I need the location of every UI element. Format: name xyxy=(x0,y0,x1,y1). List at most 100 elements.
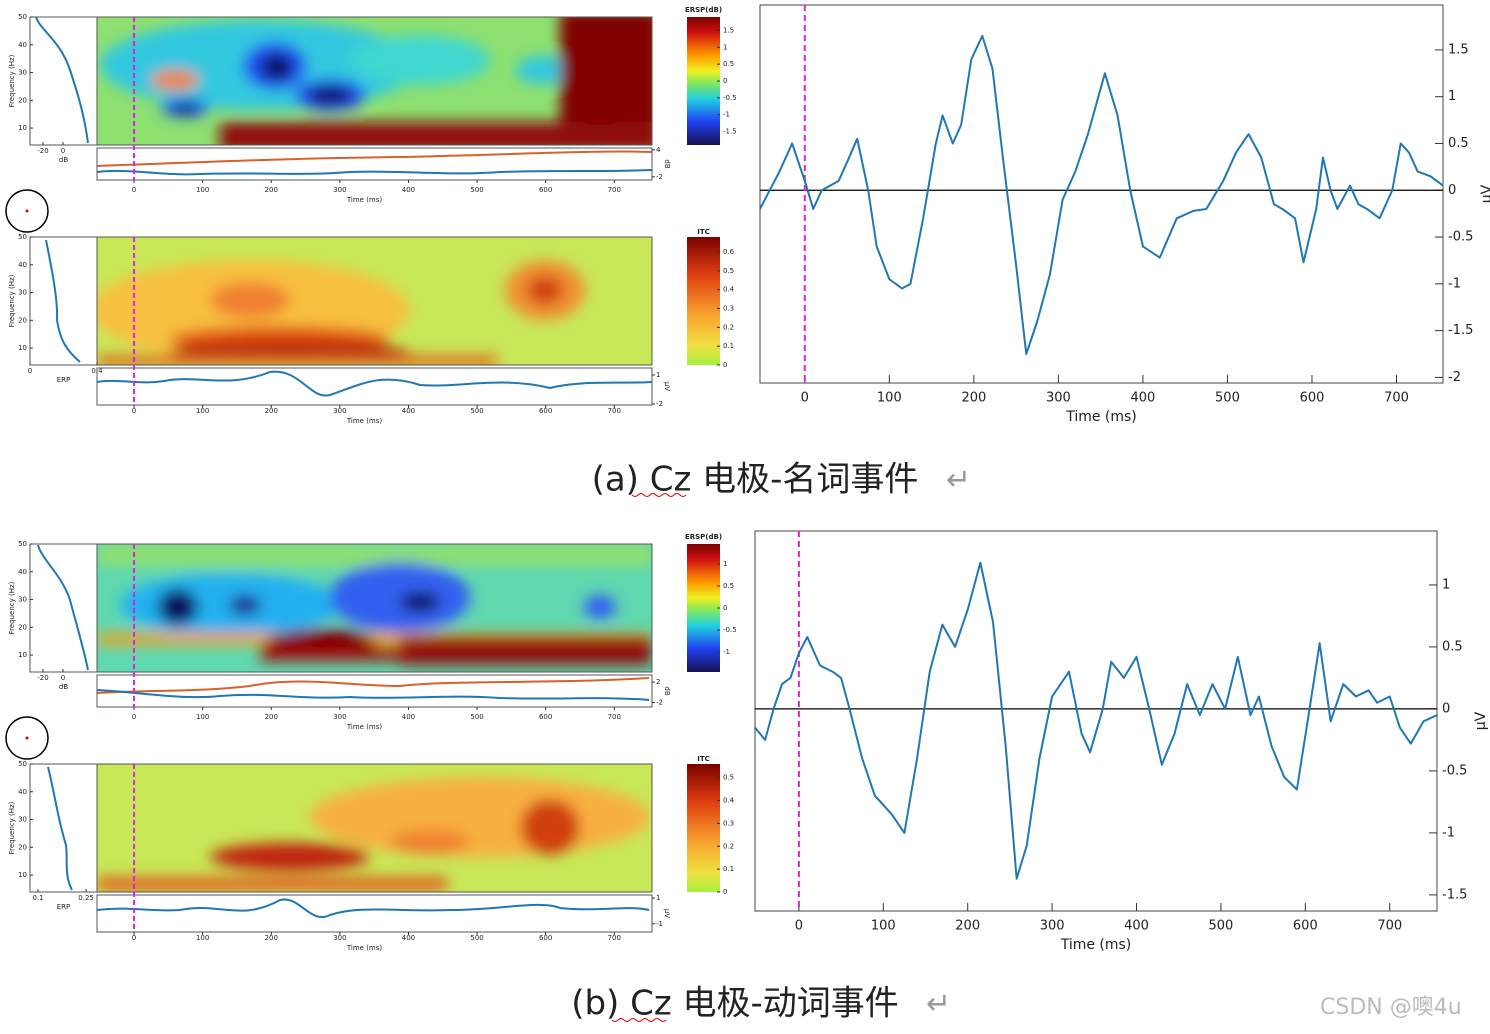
y-tick-label: -2 xyxy=(1448,370,1461,385)
itc-colorbar xyxy=(687,764,720,892)
plot-frame xyxy=(754,530,1438,912)
erp-axis-label: ERP xyxy=(57,903,71,911)
colorbar-tick-label: 0.5 xyxy=(723,267,734,275)
x-tick-label: 700 xyxy=(1377,919,1402,934)
y-tick-label: 1 xyxy=(1442,577,1450,592)
freq-tick-label: 20 xyxy=(18,316,27,324)
time-tick-label: 0 xyxy=(132,713,136,721)
y-tick-label: 0 xyxy=(1448,183,1456,198)
side-spectra xyxy=(35,16,89,891)
time-tick-label: 500 xyxy=(470,713,483,721)
colorbar-tick-label: 0.5 xyxy=(723,60,734,68)
colorbar-tick-label: -1 xyxy=(723,648,730,656)
db-tick-label: 0 xyxy=(61,674,65,682)
db-axis-label: dB xyxy=(59,156,68,164)
time-tick-label: 300 xyxy=(333,934,346,942)
colorbar-tick-label: 0.6 xyxy=(723,248,735,256)
colorbar-tick-label: 0 xyxy=(723,361,727,369)
time-tick-label: 0 xyxy=(132,934,136,942)
time-tick-label: 700 xyxy=(608,713,621,721)
freq-tick-label: 40 xyxy=(18,41,27,49)
freq-tick-label: 30 xyxy=(18,596,27,604)
ersp-heatmap xyxy=(97,544,652,672)
colorbar-tick-label: 0.5 xyxy=(723,582,734,590)
freq-tick-label: 40 xyxy=(18,261,27,269)
colorbar-tick-label: -1.5 xyxy=(723,128,737,136)
x-tick-label: 100 xyxy=(877,391,902,406)
panel-b-heatmaps xyxy=(97,544,652,892)
x-tick-label: 400 xyxy=(1124,919,1149,934)
strips xyxy=(96,150,653,918)
time-tick-label: 100 xyxy=(196,186,209,194)
time-tick-label: 200 xyxy=(265,713,278,721)
strip-tick-label: -2 xyxy=(656,698,663,706)
freq-tick-label: 50 xyxy=(18,13,27,21)
panel-frame xyxy=(29,236,98,366)
time-tick-label: 700 xyxy=(608,407,621,415)
freq-axis-label: Frequency (Hz) xyxy=(8,801,16,854)
time-axis-label: Time (ms) xyxy=(346,417,383,425)
time-axis-label: Time (ms) xyxy=(346,723,383,731)
x-tick-label: 200 xyxy=(961,391,986,406)
x-tick-label: 700 xyxy=(1384,391,1409,406)
time-tick-label: 600 xyxy=(539,407,552,415)
y-tick-label: -0.5 xyxy=(1448,230,1473,245)
ersp-colorbar xyxy=(687,544,720,672)
erp-tick-label: 0.4 xyxy=(91,367,103,375)
colorbar-title: ITC xyxy=(697,755,710,763)
strip-unit: μV xyxy=(663,382,671,391)
colorbar-title: ERSP(dB) xyxy=(685,6,722,14)
time-tick-label: 700 xyxy=(608,934,621,942)
freq-tick-label: 20 xyxy=(18,843,27,851)
freq-tick-label: 50 xyxy=(18,233,27,241)
itc-colorbar xyxy=(687,237,720,365)
x-tick-label: 600 xyxy=(1300,391,1325,406)
strip-tick-label: 4 xyxy=(656,146,661,154)
time-tick-label: 600 xyxy=(539,934,552,942)
time-tick-label: 200 xyxy=(265,934,278,942)
return-mark: ↵ xyxy=(926,987,951,1022)
panel-frame xyxy=(96,147,653,181)
colorbar-tick-label: -0.5 xyxy=(723,94,737,102)
caption: (a) Cz 电极-名词事件 xyxy=(592,460,919,500)
colorbar-title: ITC xyxy=(697,228,710,236)
y-tick-label: 1 xyxy=(1448,89,1456,104)
time-tick-label: 700 xyxy=(608,186,621,194)
time-tick-label: 400 xyxy=(402,407,415,415)
time-tick-label: 300 xyxy=(333,186,346,194)
db-tick-label: -20 xyxy=(37,674,48,682)
freq-tick-label: 10 xyxy=(18,651,27,659)
erp-line xyxy=(754,561,1438,880)
panel-frame xyxy=(96,674,653,708)
strip-unit: dB xyxy=(663,686,671,695)
freq-axis-label: Frequency (Hz) xyxy=(8,274,16,327)
y-tick-label: 0 xyxy=(1442,701,1450,716)
colorbar-tick-label: 0.3 xyxy=(723,305,734,313)
time-tick-label: 500 xyxy=(470,934,483,942)
strip-unit: μV xyxy=(663,909,671,918)
freq-tick-label: 50 xyxy=(18,760,27,768)
erp-tick-label: 0.1 xyxy=(32,894,43,902)
time-tick-label: 400 xyxy=(402,713,415,721)
y-tick-label: -1.5 xyxy=(1448,323,1473,338)
time-tick-label: 100 xyxy=(196,713,209,721)
time-tick-label: 400 xyxy=(402,934,415,942)
colorbar-tick-label: 1.5 xyxy=(723,26,734,34)
y-tick-label: -1 xyxy=(1448,276,1461,291)
colorbar-tick-label: -0.5 xyxy=(723,626,737,634)
x-tick-label: 0 xyxy=(801,391,809,406)
freq-tick-label: 50 xyxy=(18,540,27,548)
y-tick-label: 0.5 xyxy=(1442,639,1463,654)
time-axis-label: Time (ms) xyxy=(346,196,383,204)
erp-tick-label: 0 xyxy=(28,367,32,375)
spell-underline xyxy=(611,1018,667,1022)
plot-frame xyxy=(759,4,1444,384)
freq-tick-label: 30 xyxy=(18,69,27,77)
colorbar-tick-label: 0.5 xyxy=(723,774,734,782)
y-tick-label: 0.5 xyxy=(1448,136,1469,151)
ersp-colorbar xyxy=(687,17,720,145)
colorbar-tick-label: -1 xyxy=(723,111,730,119)
freq-tick-label: 10 xyxy=(18,871,27,879)
